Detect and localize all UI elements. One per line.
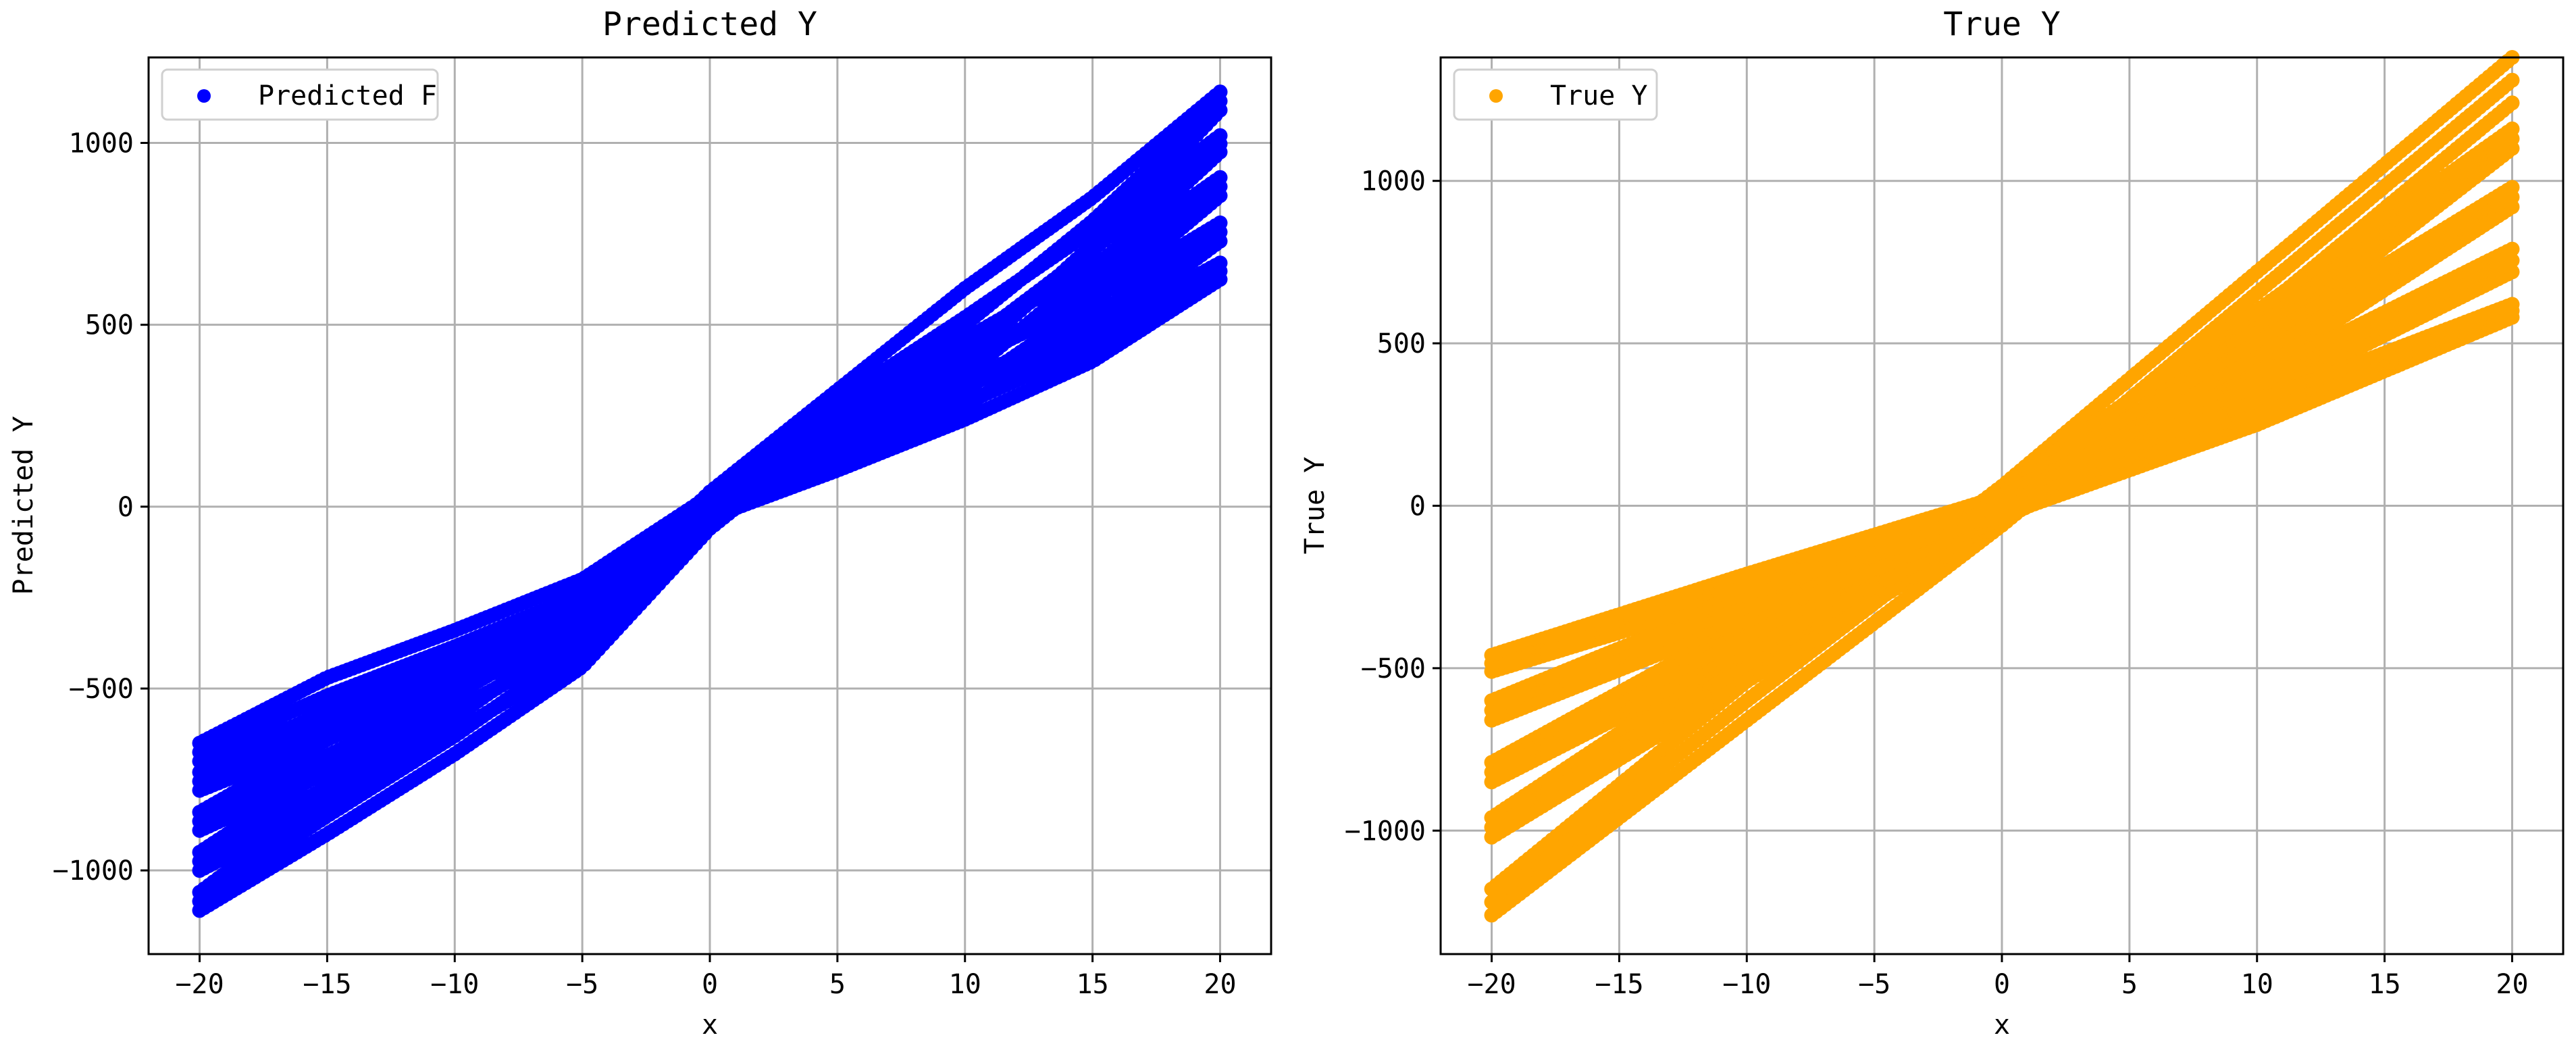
legend-label: Predicted F	[258, 80, 437, 111]
data-point	[1212, 215, 1228, 230]
data-point	[1212, 170, 1228, 185]
x-tick-label: 20	[1204, 969, 1236, 1000]
y-axis-ticks: −1000 −500 0 500 1000	[53, 128, 149, 887]
x-tick-label: 5	[829, 969, 846, 1000]
y-tick-label: −1000	[53, 855, 134, 887]
y-tick-label: 1000	[69, 128, 134, 159]
data-point	[2504, 72, 2520, 88]
y-tick-label: −500	[69, 674, 134, 705]
data-point	[1212, 128, 1228, 143]
x-tick-label: 10	[949, 969, 981, 1000]
x-tick-label: −10	[430, 969, 479, 1000]
data-point	[2504, 121, 2520, 136]
true-y-plot: True Y −20 −15 −10 −5 0 5 10 15 20 −1000−5000500…	[1299, 5, 2565, 1041]
legend-marker	[197, 89, 211, 103]
data-point	[1212, 84, 1228, 100]
x-tick-label: −5	[566, 969, 598, 1000]
y-axis-label: Predicted Y	[8, 416, 39, 595]
chart-title: Predicted Y	[602, 5, 817, 43]
legend: Predicted F	[161, 68, 439, 121]
x-axis-ticks: −20 −15 −10 −5 0 5 10 15 20	[175, 954, 1237, 1000]
x-tick-label: 15	[1077, 969, 1109, 1000]
data-points	[192, 84, 1228, 918]
x-tick-label: −20	[175, 969, 224, 1000]
x-axis-label: x	[702, 1009, 718, 1041]
x-tick-label: −15	[303, 969, 351, 1000]
chart-title: True Y	[1943, 5, 2060, 43]
y-tick-label: 500	[85, 310, 134, 341]
data-point	[2504, 95, 2520, 111]
y-tick-label: 0	[118, 492, 134, 523]
x-tick-label: 0	[702, 969, 718, 1000]
predicted-y-plot: Predicted Y −20 −15 −10 −5 0 5 10 15 20 −1000 −50…	[8, 5, 1272, 1041]
data-point	[1212, 255, 1228, 271]
